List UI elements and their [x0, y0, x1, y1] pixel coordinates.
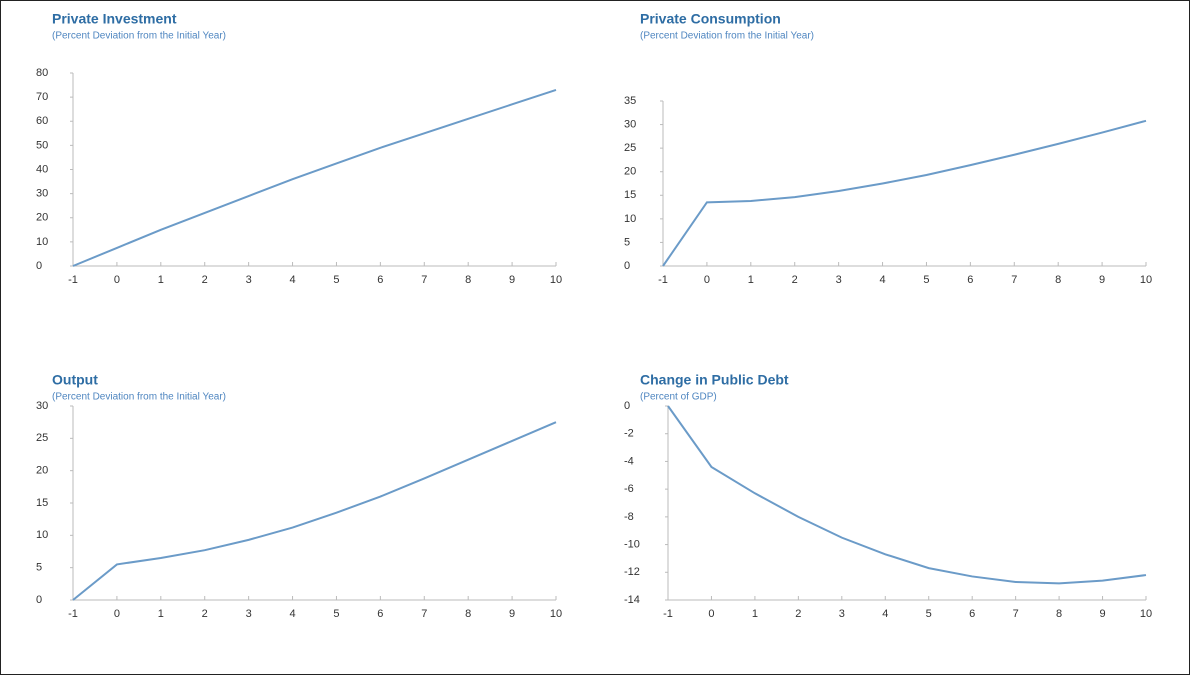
- y-tick-label: 5: [36, 562, 42, 574]
- x-tick-label: 8: [1056, 608, 1062, 620]
- x-tick-label: 0: [704, 274, 710, 286]
- chart-subtitle: (Percent Deviation from the Initial Year…: [640, 31, 814, 42]
- x-tick-label: 10: [1140, 608, 1152, 620]
- x-tick-label: 9: [509, 608, 515, 620]
- x-tick-label: 2: [792, 274, 798, 286]
- x-tick-label: -1: [68, 608, 78, 620]
- y-tick-label: 20: [36, 212, 48, 224]
- x-tick-label: 3: [839, 608, 845, 620]
- x-tick-label: 7: [1011, 274, 1017, 286]
- chart-title: Output: [52, 372, 98, 388]
- x-tick-label: 8: [1055, 274, 1061, 286]
- x-tick-label: 5: [333, 274, 339, 286]
- y-tick-label: 10: [36, 529, 48, 541]
- x-tick-label: 6: [377, 608, 383, 620]
- y-tick-label: 70: [36, 91, 48, 103]
- y-tick-label: -2: [624, 428, 634, 440]
- x-tick-label: 6: [377, 274, 383, 286]
- x-tick-label: 4: [289, 274, 295, 286]
- x-tick-label: 8: [465, 608, 471, 620]
- y-tick-label: 10: [36, 236, 48, 248]
- x-tick-label: 2: [202, 608, 208, 620]
- x-tick-label: 8: [465, 274, 471, 286]
- x-tick-label: 0: [114, 274, 120, 286]
- x-tick-label: 10: [1140, 274, 1152, 286]
- data-line: [667, 405, 1147, 585]
- x-tick-label: 10: [550, 608, 562, 620]
- y-tick-label: 0: [624, 400, 630, 412]
- y-tick-label: 60: [36, 115, 48, 127]
- x-tick-label: 3: [836, 274, 842, 286]
- chart-subtitle: (Percent of GDP): [640, 392, 717, 403]
- x-tick-label: -1: [68, 274, 78, 286]
- x-tick-label: 7: [421, 274, 427, 286]
- y-tick-label: 80: [36, 67, 48, 79]
- x-tick-label: 7: [421, 608, 427, 620]
- chart-title: Change in Public Debt: [640, 372, 789, 388]
- chart-subtitle: (Percent Deviation from the Initial Year…: [52, 31, 226, 42]
- x-tick-label: 9: [1099, 274, 1105, 286]
- x-tick-label: 9: [509, 274, 515, 286]
- x-tick-label: -1: [658, 274, 668, 286]
- chart-subtitle: (Percent Deviation from the Initial Year…: [52, 392, 226, 403]
- y-tick-label: 35: [624, 95, 636, 107]
- y-tick-label: -4: [624, 455, 634, 467]
- x-tick-label: 1: [158, 608, 164, 620]
- y-tick-label: 20: [36, 465, 48, 477]
- y-tick-label: 20: [624, 166, 636, 178]
- x-tick-label: 7: [1013, 608, 1019, 620]
- x-tick-label: 1: [748, 274, 754, 286]
- x-tick-label: 4: [879, 274, 885, 286]
- x-tick-label: 5: [923, 274, 929, 286]
- y-tick-label: 15: [624, 189, 636, 201]
- x-tick-label: -1: [663, 608, 673, 620]
- y-tick-label: -12: [624, 566, 640, 578]
- data-line: [72, 88, 557, 267]
- x-tick-label: 1: [752, 608, 758, 620]
- y-tick-label: 5: [624, 236, 630, 248]
- chart-title: Private Consumption: [640, 11, 781, 27]
- x-tick-label: 5: [926, 608, 932, 620]
- y-tick-label: 10: [624, 213, 636, 225]
- y-tick-label: 15: [36, 497, 48, 509]
- x-tick-label: 0: [114, 608, 120, 620]
- x-tick-label: 10: [550, 274, 562, 286]
- data-line: [72, 421, 557, 601]
- x-tick-label: 0: [708, 608, 714, 620]
- x-tick-label: 2: [795, 608, 801, 620]
- y-tick-label: 0: [624, 260, 630, 272]
- y-tick-label: -10: [624, 538, 640, 550]
- x-tick-label: 9: [1099, 608, 1105, 620]
- x-tick-label: 6: [969, 608, 975, 620]
- x-tick-label: 4: [882, 608, 888, 620]
- x-tick-label: 1: [158, 274, 164, 286]
- y-tick-label: 0: [36, 260, 42, 272]
- y-tick-label: -8: [624, 511, 634, 523]
- y-tick-label: -6: [624, 483, 634, 495]
- x-tick-label: 3: [246, 608, 252, 620]
- y-tick-label: 25: [624, 142, 636, 154]
- x-tick-label: 6: [967, 274, 973, 286]
- y-tick-label: 40: [36, 163, 48, 175]
- y-tick-label: 30: [36, 400, 48, 412]
- x-tick-label: 4: [289, 608, 295, 620]
- y-tick-label: 0: [36, 594, 42, 606]
- chart-title: Private Investment: [52, 11, 177, 27]
- data-line: [662, 119, 1147, 267]
- x-tick-label: 3: [246, 274, 252, 286]
- x-tick-label: 2: [202, 274, 208, 286]
- y-tick-label: 50: [36, 139, 48, 151]
- y-tick-label: 30: [624, 118, 636, 130]
- x-tick-label: 5: [333, 608, 339, 620]
- y-tick-label: 30: [36, 188, 48, 200]
- y-tick-label: -14: [624, 594, 640, 606]
- y-tick-label: 25: [36, 432, 48, 444]
